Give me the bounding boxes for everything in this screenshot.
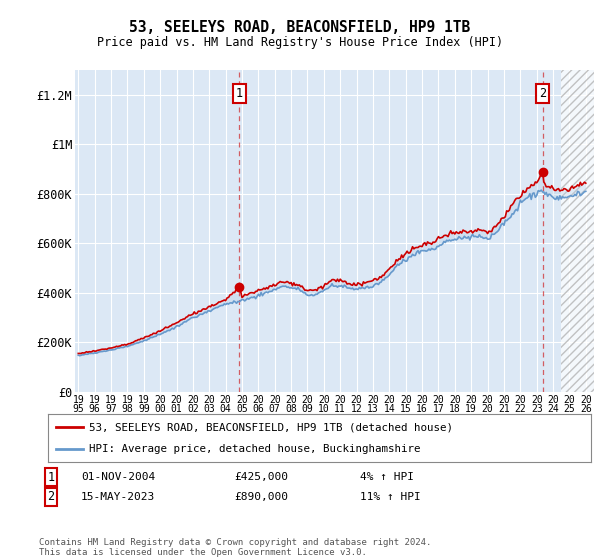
Text: £890,000: £890,000 bbox=[234, 492, 288, 502]
Text: HPI: Average price, detached house, Buckinghamshire: HPI: Average price, detached house, Buck… bbox=[89, 444, 420, 454]
Text: 1: 1 bbox=[236, 87, 243, 100]
Text: 2: 2 bbox=[47, 490, 55, 503]
Text: 53, SEELEYS ROAD, BEACONSFIELD, HP9 1TB: 53, SEELEYS ROAD, BEACONSFIELD, HP9 1TB bbox=[130, 20, 470, 35]
Text: 1: 1 bbox=[47, 470, 55, 484]
Text: 4% ↑ HPI: 4% ↑ HPI bbox=[360, 472, 414, 482]
Text: 01-NOV-2004: 01-NOV-2004 bbox=[81, 472, 155, 482]
Text: £425,000: £425,000 bbox=[234, 472, 288, 482]
Text: 15-MAY-2023: 15-MAY-2023 bbox=[81, 492, 155, 502]
Text: Contains HM Land Registry data © Crown copyright and database right 2024.
This d: Contains HM Land Registry data © Crown c… bbox=[39, 538, 431, 557]
Text: 53, SEELEYS ROAD, BEACONSFIELD, HP9 1TB (detached house): 53, SEELEYS ROAD, BEACONSFIELD, HP9 1TB … bbox=[89, 422, 453, 432]
Text: Price paid vs. HM Land Registry's House Price Index (HPI): Price paid vs. HM Land Registry's House … bbox=[97, 36, 503, 49]
Text: 11% ↑ HPI: 11% ↑ HPI bbox=[360, 492, 421, 502]
Text: 2: 2 bbox=[539, 87, 547, 100]
